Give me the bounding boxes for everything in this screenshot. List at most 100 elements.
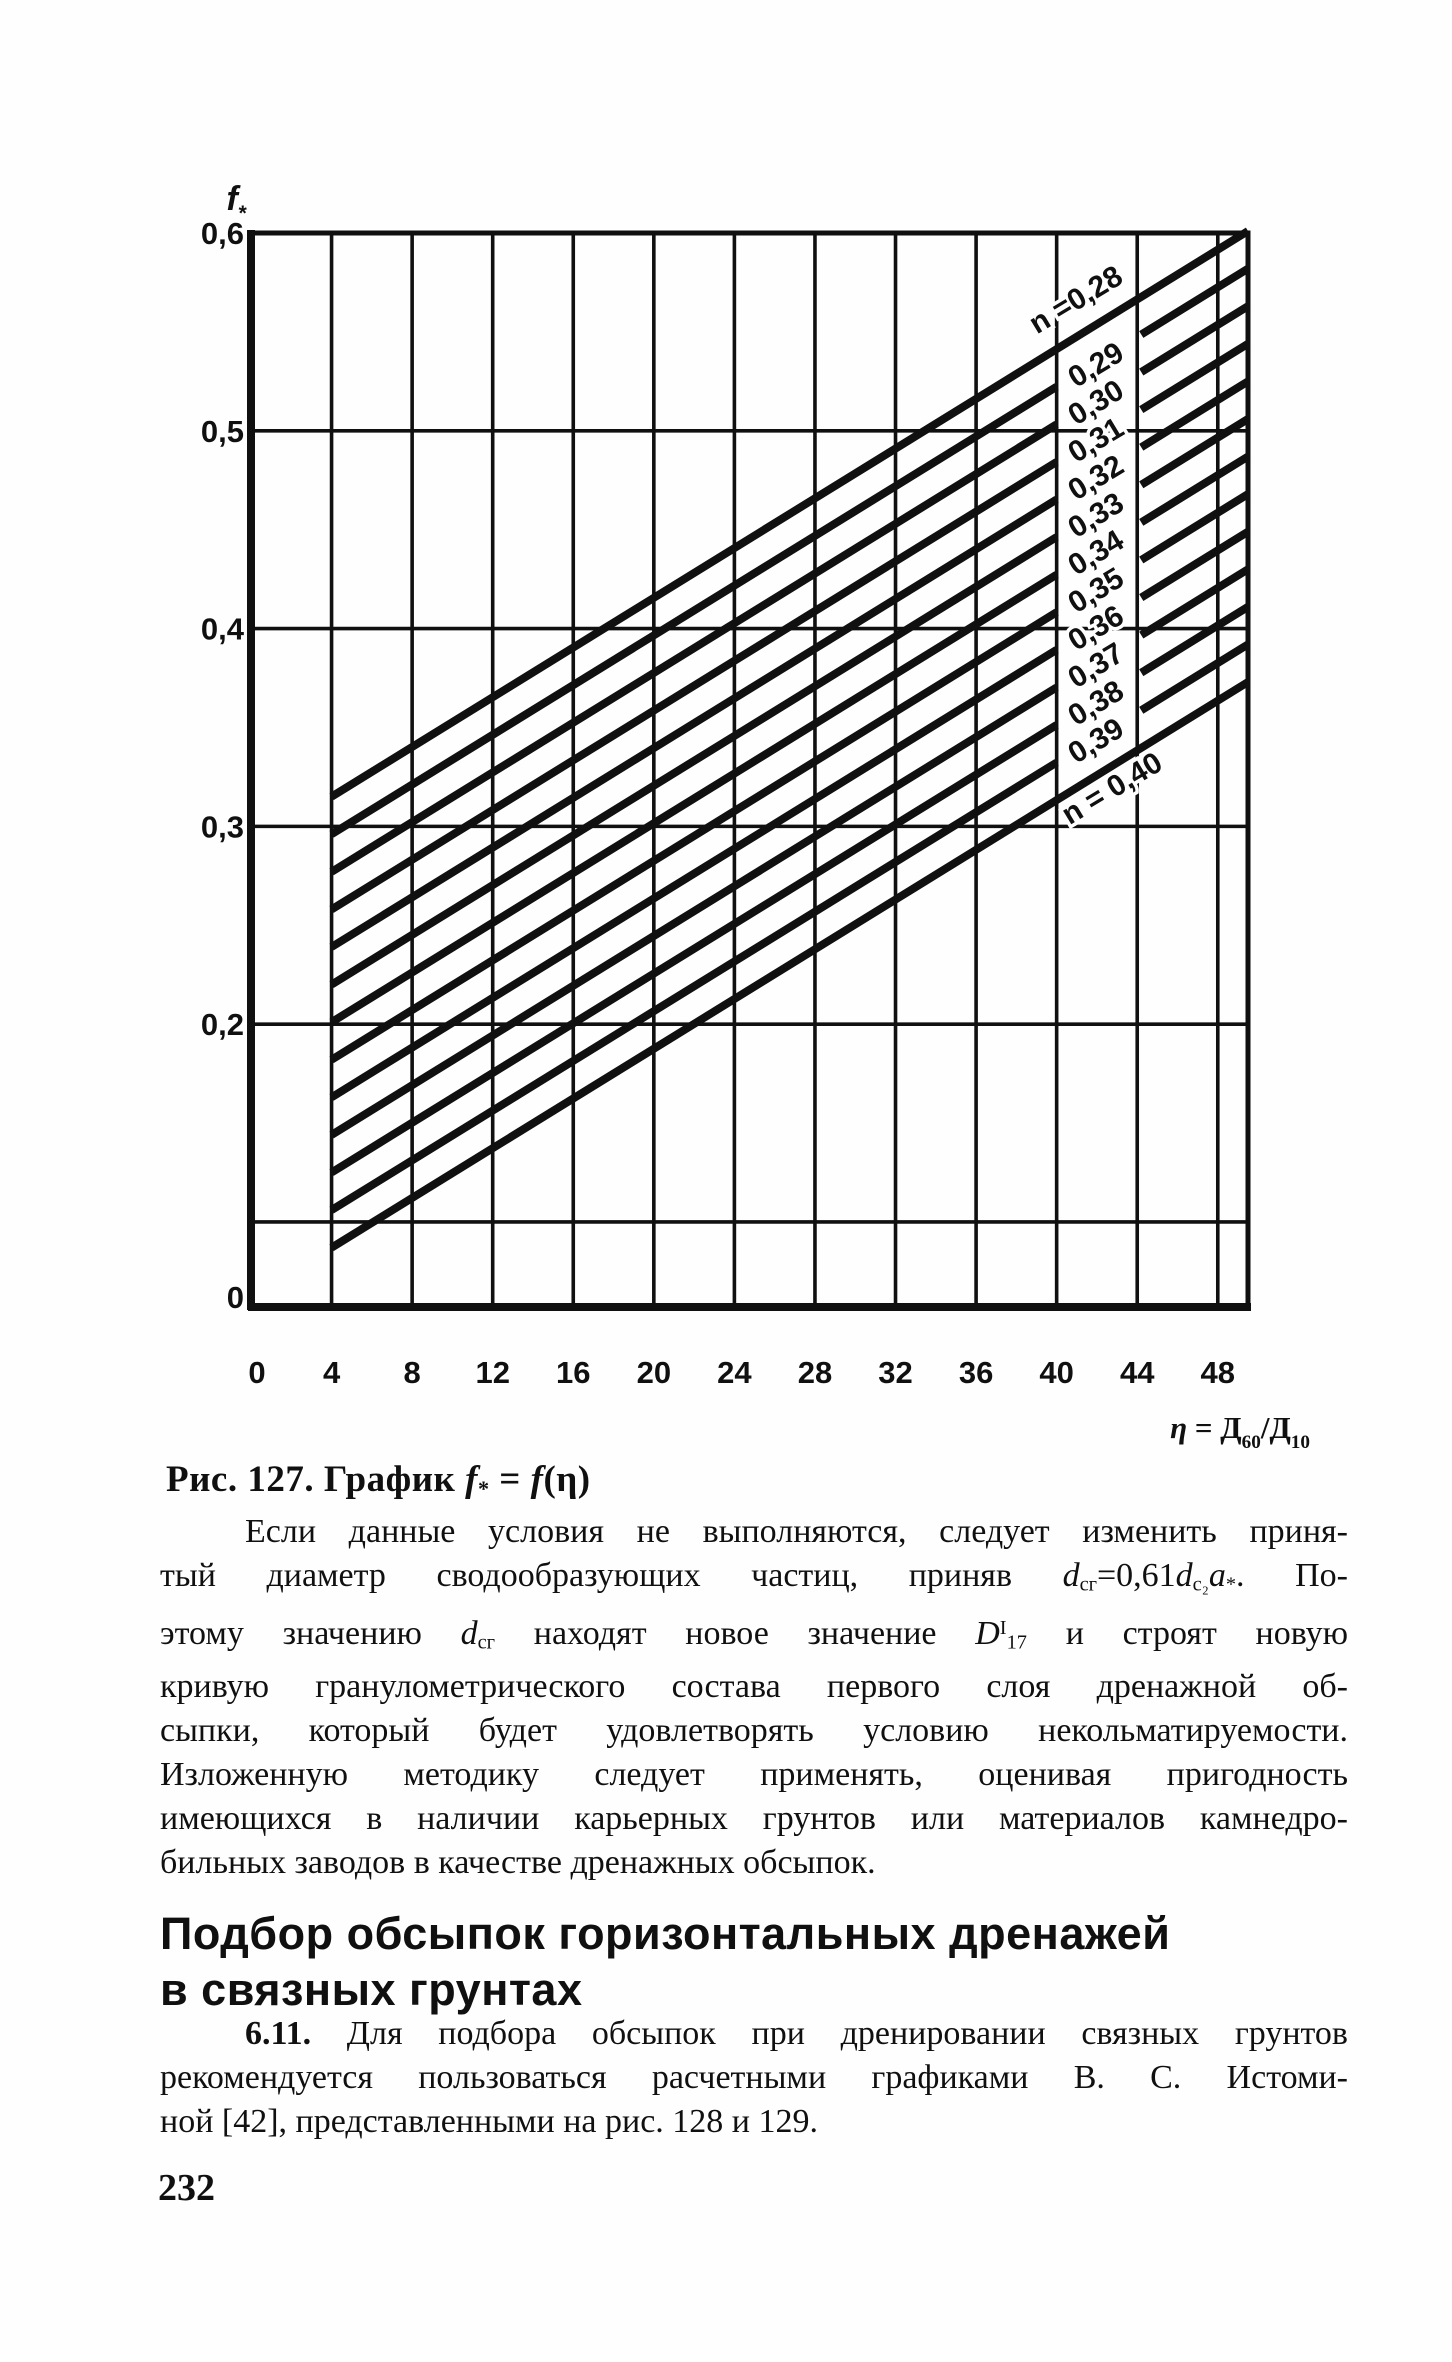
series-line-n-0,40 xyxy=(329,678,1251,1252)
series-line-n-0,31 xyxy=(1139,340,1251,414)
section-heading-line-2: в связных грунтах xyxy=(160,1964,583,2015)
series-line-n-0,39 xyxy=(329,759,1059,1214)
series-line-n-0,30 xyxy=(1139,302,1251,376)
page-number: 232 xyxy=(158,2167,215,2209)
text-fragment: I xyxy=(999,1617,1007,1640)
series-line-n-0,29 xyxy=(329,383,1059,838)
x-tick-label: 28 xyxy=(798,1355,832,1390)
y-tick-label: 0,5 xyxy=(201,414,244,449)
x-tick-label: 36 xyxy=(959,1355,993,1390)
series-line-n-0,30 xyxy=(329,420,1059,876)
paragraph-conditions: Если данные условия не выполняются, след… xyxy=(160,1510,1348,1885)
text-fragment: с₂ xyxy=(1192,1573,1209,1596)
section-heading-line-1: Подбор обсыпок горизонтальных дренажей xyxy=(160,1908,1171,1959)
y-tick-label: 0,2 xyxy=(201,1007,244,1042)
x-tick-label: 16 xyxy=(556,1355,590,1390)
series-line-n-0,36 xyxy=(329,646,1059,1101)
text-fragment: находят новое значение xyxy=(495,1615,976,1653)
series-line-n-0,34 xyxy=(329,571,1059,1026)
text-line: тый диаметр сводообразующих частиц, прин… xyxy=(160,1554,1348,1606)
series-line-n-0,39 xyxy=(1139,640,1251,714)
x-tick-label: 0 xyxy=(248,1355,265,1390)
x-tick-label: 4 xyxy=(323,1355,341,1390)
series-line-n-0,35 xyxy=(329,608,1059,1064)
text-fragment: * xyxy=(477,1475,490,1501)
x-axis-title: η = Д60/Д10 xyxy=(1170,1410,1310,1453)
text-fragment: D xyxy=(975,1615,1000,1653)
text-line: бильных заводов в качестве дренажных обс… xyxy=(160,1841,1348,1885)
series-line-n-0,38 xyxy=(1139,603,1251,677)
text-fragment: сг xyxy=(477,1632,496,1655)
text-fragment: . По- xyxy=(1236,1557,1348,1594)
section-heading: Подбор обсыпок горизонтальных дренажей в… xyxy=(160,1906,1170,2018)
text-fragment: 0,61 xyxy=(1116,1557,1176,1594)
x-tick-label: 32 xyxy=(878,1355,912,1390)
text-line: рекомендуется пользоваться расчетными гр… xyxy=(160,2056,1348,2100)
text-fragment: d xyxy=(1062,1557,1080,1594)
x-tick-label: 12 xyxy=(475,1355,509,1390)
text-fragment: 6.11. xyxy=(245,2015,312,2052)
text-fragment: (η) xyxy=(543,1459,591,1500)
text-line: Изложенную методику следует применять, о… xyxy=(160,1753,1348,1797)
text-fragment: f xyxy=(530,1459,544,1500)
y-axis-title: f* xyxy=(226,180,247,225)
text-fragment: тый диаметр сводообразующих частиц, прин… xyxy=(160,1557,1063,1594)
y-tick-label: 0,4 xyxy=(201,612,245,647)
text-fragment: a xyxy=(1208,1557,1226,1594)
text-fragment: сыпки, который будет удовлетворять услов… xyxy=(160,1712,1348,1750)
text-fragment: сг xyxy=(1079,1573,1097,1596)
x-tick-label: 40 xyxy=(1039,1355,1073,1390)
text-fragment: рекомендуется пользоваться расчетными гр… xyxy=(160,2059,1348,2096)
series-line-n-0,28 xyxy=(329,227,1251,801)
text-fragment: Для подбора обсыпок при дренировании свя… xyxy=(311,2015,1348,2052)
series-line-n-0,34 xyxy=(1139,453,1251,526)
x-tick-label: 8 xyxy=(404,1355,421,1390)
y-tick-label: 0 xyxy=(227,1280,244,1315)
paragraph-6-11: 6.11. Для подбора обсыпок при дренирован… xyxy=(160,2012,1348,2144)
x-tick-label: 44 xyxy=(1120,1355,1155,1390)
series-line-n-0,29 xyxy=(1139,265,1251,338)
text-fragment: 17 xyxy=(1006,1632,1027,1655)
text-line: сыпки, который будет удовлетворять услов… xyxy=(160,1709,1348,1753)
series-line-n-0,37 xyxy=(1139,565,1251,639)
text-fragment: имеющихся в наличии карьерных грунтов ил… xyxy=(160,1800,1348,1838)
text-line: этому значению dсг находят новое значени… xyxy=(160,1606,1348,1665)
text-fragment: Рис. 127. График xyxy=(166,1459,466,1500)
y-tick-label: 0,3 xyxy=(201,809,244,844)
figure-127-chart: n =0,280,290,300,310,320,330,340,350,360… xyxy=(201,180,1310,1453)
text-line: Если данные условия не выполняются, след… xyxy=(160,1510,1348,1554)
text-fragment: d xyxy=(1175,1557,1193,1594)
text-fragment: * xyxy=(1225,1573,1237,1596)
series-line-n-0,36 xyxy=(1139,528,1251,601)
series-line-n-0,38 xyxy=(329,721,1059,1176)
series-line-n-0,31 xyxy=(329,458,1059,913)
text-fragment: f xyxy=(465,1459,478,1500)
series-line-n-0,33 xyxy=(1139,415,1251,489)
series-label-n-0,28: n =0,28 xyxy=(1023,260,1128,341)
text-fragment: кривую гранулометрического состава перво… xyxy=(160,1668,1348,1706)
x-tick-label: 20 xyxy=(637,1355,671,1390)
series-line-n-0,33 xyxy=(329,533,1059,989)
x-tick-label: 48 xyxy=(1201,1355,1235,1390)
text-fragment: = xyxy=(1096,1557,1117,1594)
series-line-n-0,32 xyxy=(329,496,1059,951)
series-line-n-0,35 xyxy=(1139,490,1251,564)
text-line: имеющихся в наличии карьерных грунтов ил… xyxy=(160,1797,1348,1841)
text-fragment: = xyxy=(489,1459,531,1500)
text-fragment: бильных заводов в качестве дренажных обс… xyxy=(160,1844,876,1882)
text-line: кривую гранулометрического состава перво… xyxy=(160,1665,1348,1709)
text-fragment: Изложенную методику следует применять, о… xyxy=(160,1756,1348,1794)
text-fragment: этому значению xyxy=(160,1615,461,1653)
text-line: ной [42], представленными на рис. 128 и … xyxy=(160,2100,1348,2144)
x-tick-label: 24 xyxy=(717,1355,752,1390)
text-fragment: d xyxy=(460,1615,478,1653)
text-line: 6.11. Для подбора обсыпок при дренирован… xyxy=(160,2012,1348,2056)
series-line-n-0,32 xyxy=(1139,377,1251,451)
y-tick-label: 0,6 xyxy=(201,216,244,251)
series-line-n-0,37 xyxy=(329,683,1059,1139)
figure-caption: Рис. 127. График f* = f(η) xyxy=(166,1458,591,1502)
text-fragment: ной [42], представленными на рис. 128 и … xyxy=(160,2103,819,2140)
text-fragment: и строят новую xyxy=(1026,1615,1348,1653)
text-fragment: Если данные условия не выполняются, след… xyxy=(245,1513,1348,1550)
